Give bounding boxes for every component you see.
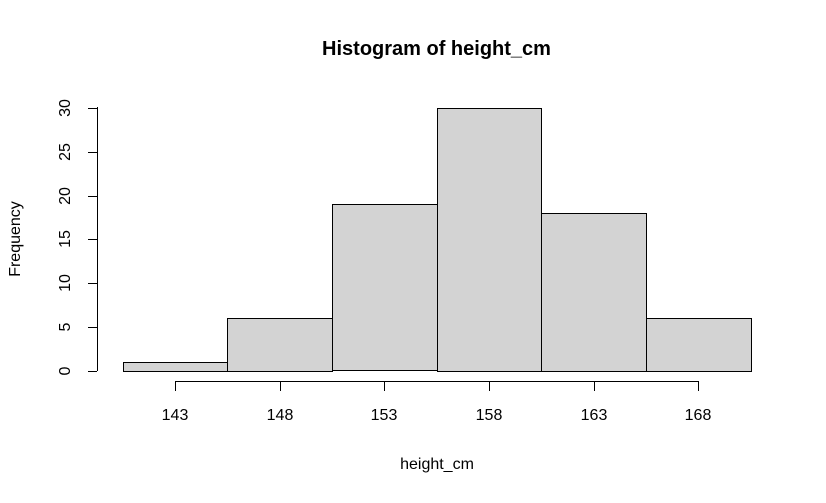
y-tick-label: 30 <box>57 99 74 117</box>
y-tick <box>88 196 97 197</box>
x-tick-label: 168 <box>684 407 712 424</box>
y-axis-title: Frequency <box>7 201 24 277</box>
y-tick <box>88 108 97 109</box>
x-tick <box>280 381 281 391</box>
x-tick <box>175 381 176 391</box>
chart-title: Histogram of height_cm <box>322 38 551 60</box>
histogram-bar <box>541 213 647 372</box>
y-axis-line <box>97 107 98 371</box>
histogram-bar <box>332 204 438 371</box>
x-tick-label: 158 <box>475 407 503 424</box>
x-axis-title: height_cm <box>400 456 474 473</box>
x-tick-label: 143 <box>161 407 189 424</box>
y-tick-label: 5 <box>57 322 74 332</box>
x-tick-label: 163 <box>580 407 608 424</box>
y-tick <box>88 152 97 153</box>
histogram-bar <box>437 108 542 372</box>
histogram-bar <box>646 318 752 372</box>
x-tick <box>698 381 699 391</box>
histogram-bar <box>227 318 333 372</box>
y-tick-label: 10 <box>57 274 74 292</box>
y-tick <box>88 371 97 372</box>
x-axis-line <box>175 381 699 382</box>
y-tick <box>88 283 97 284</box>
y-tick-label: 15 <box>57 230 74 248</box>
y-tick <box>88 239 97 240</box>
y-tick-label: 0 <box>57 366 74 376</box>
x-tick-label: 148 <box>266 407 294 424</box>
x-tick <box>489 381 490 391</box>
x-tick <box>384 381 385 391</box>
x-tick-label: 153 <box>370 407 398 424</box>
y-tick <box>88 327 97 328</box>
x-tick <box>594 381 595 391</box>
histogram-bar <box>123 362 228 372</box>
y-tick-label: 25 <box>57 143 74 161</box>
y-tick-label: 20 <box>57 187 74 205</box>
